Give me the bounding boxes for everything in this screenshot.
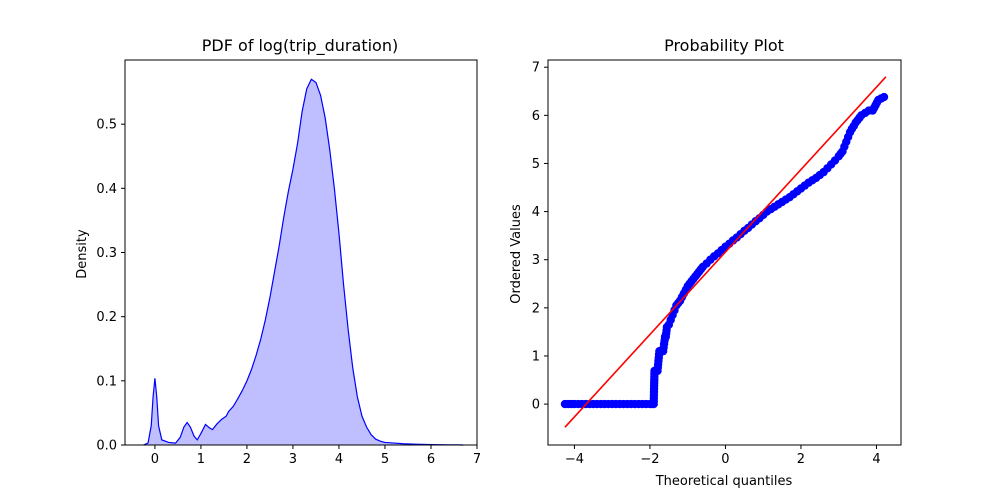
probplot-ytick-label: 6 xyxy=(532,109,540,124)
pdf-xtick-label: 0 xyxy=(151,452,159,467)
pdf-ytick-label: 0.0 xyxy=(96,439,117,454)
pdf-xtick-label: 5 xyxy=(381,452,389,467)
pdf-xtick-label: 6 xyxy=(427,452,435,467)
pdf-chart: PDF of log(trip_duration) Density 0 1 2 3 4 5… xyxy=(75,36,481,467)
pdf-ytick-label: 0.4 xyxy=(96,182,117,197)
probplot-ytick-label: 2 xyxy=(532,301,540,316)
probplot-ytick-label: 4 xyxy=(532,205,540,220)
fit-line xyxy=(564,76,887,428)
probplot-ytick-label: 3 xyxy=(532,253,540,268)
probplot-xtick-label: 4 xyxy=(872,452,880,467)
probplot-ytick-label: 7 xyxy=(532,61,540,76)
pdf-ytick-label: 0.1 xyxy=(96,374,117,389)
pdf-chart-title: PDF of log(trip_duration) xyxy=(202,36,398,56)
density-curve xyxy=(143,78,464,446)
pdf-xtick-label: 4 xyxy=(335,452,343,467)
probplot-ytick-label: 5 xyxy=(532,157,540,172)
density-fill-area xyxy=(143,79,464,445)
probplot-xtick-label: −2 xyxy=(640,452,659,467)
data-point xyxy=(879,92,889,102)
probability-plot-ylabel: Ordered Values xyxy=(509,204,524,304)
pdf-xtick-label: 7 xyxy=(473,452,481,467)
pdf-chart-ylabel: Density xyxy=(75,229,90,279)
probplot-xtick-label: −4 xyxy=(565,452,584,467)
pdf-xtick-label: 2 xyxy=(243,452,251,467)
pdf-xtick-label: 1 xyxy=(197,452,205,467)
probplot-xtick-label: 0 xyxy=(721,452,729,467)
probplot-ytick-label: 1 xyxy=(532,349,540,364)
probability-plot-title: Probability Plot xyxy=(664,36,784,55)
probplot-xtick-label: 2 xyxy=(797,452,805,467)
pdf-ytick-label: 0.5 xyxy=(96,118,117,133)
pdf-ytick-label: 0.3 xyxy=(96,246,117,261)
probability-plot-frame xyxy=(547,59,902,446)
pdf-xtick-label: 3 xyxy=(289,452,297,467)
pdf-chart-frame xyxy=(124,59,478,446)
probability-plot-xlabel: Theoretical quantiles xyxy=(655,474,793,489)
probplot-ytick-label: 0 xyxy=(532,398,540,413)
pdf-ytick-label: 0.2 xyxy=(96,310,117,325)
probability-plot: Probability Plot Theoretical quantiles O… xyxy=(509,36,902,489)
